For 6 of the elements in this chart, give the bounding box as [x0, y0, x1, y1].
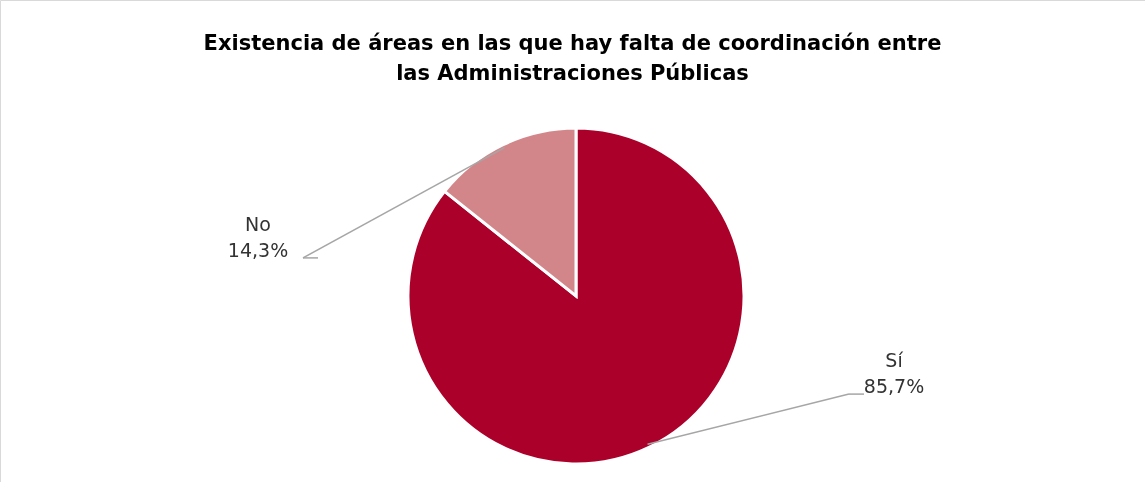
- pie-slice: [406, 126, 746, 466]
- data-label: 85,7%: [863, 375, 925, 398]
- slice-label: No: [245, 212, 271, 235]
- data-label: 14,3%: [227, 238, 289, 261]
- chart-title: Existencia de áreas en las que hay falta de coordinación entre las Administraciones Públicas: [203, 31, 942, 85]
- slice-label: Sí: [885, 349, 904, 372]
